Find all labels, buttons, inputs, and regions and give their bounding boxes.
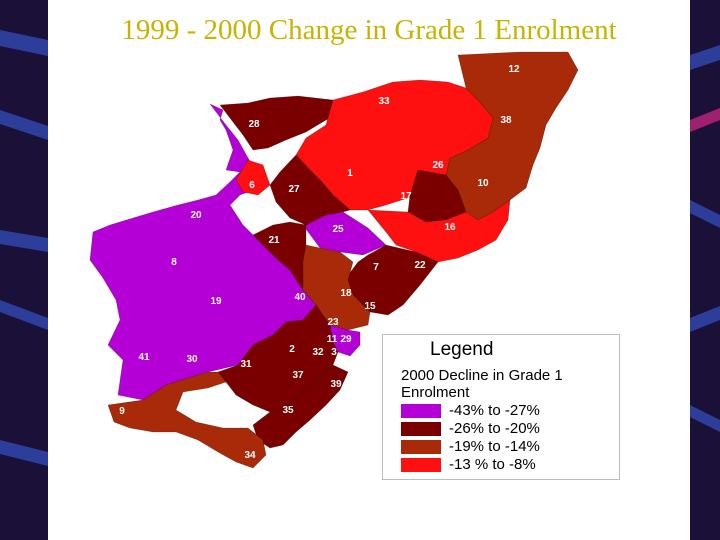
- map-region: [107, 371, 267, 469]
- district-label: 23: [327, 317, 339, 328]
- district-label: 16: [444, 222, 456, 233]
- district-label: 12: [508, 64, 520, 75]
- district-label: 17: [400, 191, 412, 202]
- slide-title: 1999 - 2000 Change in Grade 1 Enrolment: [121, 14, 617, 46]
- legend-item-label: -26% to -20%: [449, 420, 540, 437]
- legend-item: -19% to -14%: [401, 438, 611, 455]
- legend-item-label: -13 % to -8%: [449, 456, 536, 473]
- district-label: 21: [268, 235, 280, 246]
- district-label: 3: [331, 347, 337, 358]
- district-label: 33: [378, 96, 390, 107]
- district-label: 29: [340, 334, 352, 345]
- district-label: 35: [282, 405, 294, 416]
- district-label: 13: [236, 404, 248, 415]
- district-label: 38: [500, 115, 512, 126]
- legend-subtitle: 2000 Decline in Grade 1 Enrolment: [401, 367, 563, 401]
- district-label: 20: [190, 210, 202, 221]
- district-label: 31: [240, 359, 252, 370]
- map-region: [367, 199, 511, 263]
- legend-item: -13 % to -8%: [401, 456, 611, 473]
- district-label: 7: [373, 262, 379, 273]
- district-label: 39: [330, 379, 342, 390]
- legend-swatch: [401, 422, 441, 436]
- slide: 1999 - 2000 Change in Grade 1 Enrolment …: [48, 0, 690, 540]
- district-map: 12 33 38 24 28 5 6 1 26 10 27 17 20 25 16 21 8 7 22 19 40 18 1…: [89, 51, 579, 469]
- district-label: 15: [364, 301, 376, 312]
- district-label: 32: [312, 347, 324, 358]
- district-label: 28: [248, 119, 260, 130]
- legend-item: -26% to -20%: [401, 420, 611, 437]
- map-legend: Legend 2000 Decline in Grade 1 Enrolment…: [382, 334, 620, 480]
- decorative-side-stripes-left: [0, 0, 48, 540]
- map-region: [219, 95, 349, 151]
- legend-heading: Legend: [430, 339, 494, 360]
- map-region: [235, 159, 271, 196]
- district-label: 22: [414, 260, 426, 271]
- legend-swatch: [401, 440, 441, 454]
- district-label: 37: [292, 370, 304, 381]
- district-label: 1: [347, 168, 353, 179]
- legend-swatch: [401, 458, 441, 472]
- district-label: 8: [171, 257, 177, 268]
- map-region: [302, 244, 371, 331]
- legend-item-label: -43% to -27%: [449, 402, 540, 419]
- district-label: 5: [221, 162, 227, 173]
- district-label: 6: [249, 180, 255, 191]
- district-label: 30: [186, 354, 198, 365]
- district-label: 40: [294, 292, 306, 303]
- district-label: 18: [340, 288, 352, 299]
- district-label: 25: [332, 224, 344, 235]
- district-label: 41: [138, 352, 150, 363]
- district-label: 2: [289, 344, 295, 355]
- legend-swatch: [401, 404, 441, 418]
- district-label: 9: [119, 406, 125, 417]
- district-label: 19: [210, 296, 222, 307]
- legend-item: -43% to -27%: [401, 402, 611, 419]
- district-label: 26: [432, 160, 444, 171]
- district-label: 11: [327, 334, 338, 345]
- decorative-side-stripes-right: [690, 0, 720, 540]
- map-region: [345, 244, 439, 316]
- district-label: 24: [200, 125, 212, 136]
- map-region: [217, 304, 339, 413]
- district-label: 27: [288, 184, 300, 195]
- district-label: 34: [244, 450, 256, 461]
- legend-item-label: -19% to -14%: [449, 438, 540, 455]
- district-label: 10: [477, 178, 489, 189]
